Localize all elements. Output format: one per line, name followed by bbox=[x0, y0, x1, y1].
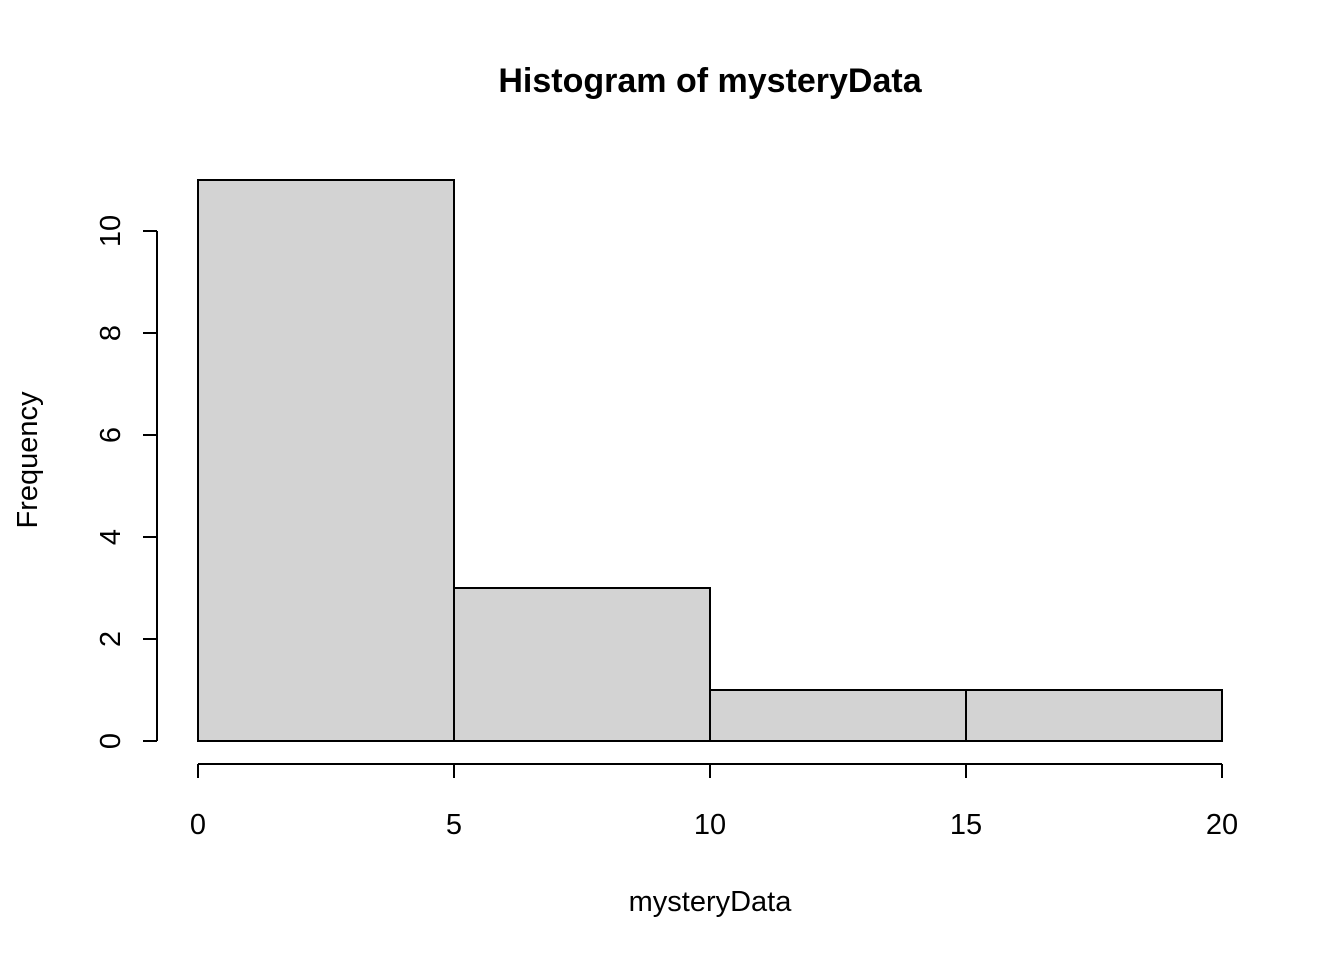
y-tick-label: 0 bbox=[95, 733, 127, 749]
x-tick-label: 5 bbox=[446, 809, 462, 841]
histogram-bar-1 bbox=[197, 179, 455, 742]
y-axis-label: Frequency bbox=[12, 391, 44, 529]
y-tick-label: 2 bbox=[95, 631, 127, 647]
x-tick-label: 15 bbox=[950, 809, 982, 841]
y-tick-label: 4 bbox=[95, 529, 127, 545]
histogram-bar-3 bbox=[709, 689, 967, 742]
bars-group bbox=[197, 179, 1223, 742]
x-tick-label: 0 bbox=[190, 809, 206, 841]
x-axis: 0 5 10 15 20 bbox=[190, 763, 1238, 841]
chart-title: Histogram of mysteryData bbox=[498, 62, 922, 100]
y-tick-label: 6 bbox=[95, 427, 127, 443]
y-axis: 0 2 4 6 8 10 bbox=[95, 215, 158, 749]
y-tick-label: 8 bbox=[95, 325, 127, 341]
histogram-bar-2 bbox=[453, 587, 711, 742]
x-axis-label: mysteryData bbox=[629, 886, 793, 918]
y-tick-label: 10 bbox=[95, 215, 127, 247]
x-tick-label: 20 bbox=[1206, 809, 1238, 841]
x-tick-label: 10 bbox=[694, 809, 726, 841]
histogram-bar-4 bbox=[965, 689, 1223, 742]
